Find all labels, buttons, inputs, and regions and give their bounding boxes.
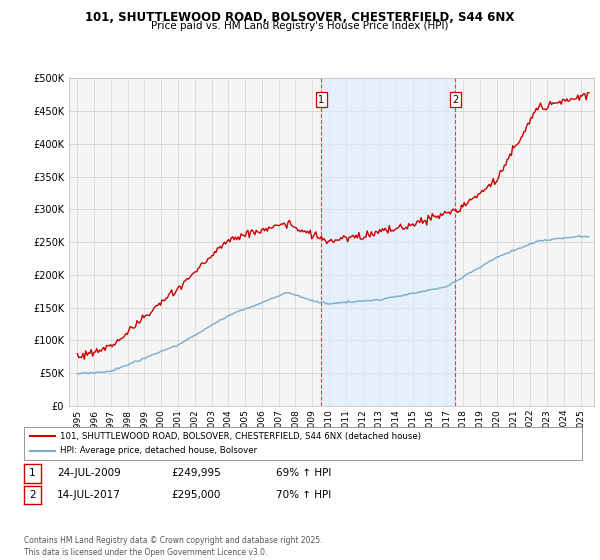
Text: Contains HM Land Registry data © Crown copyright and database right 2025.
This d: Contains HM Land Registry data © Crown c…	[24, 536, 323, 557]
Text: 101, SHUTTLEWOOD ROAD, BOLSOVER, CHESTERFIELD, S44 6NX: 101, SHUTTLEWOOD ROAD, BOLSOVER, CHESTER…	[85, 11, 515, 24]
Text: 1: 1	[29, 469, 36, 478]
Text: 2: 2	[29, 490, 36, 500]
Text: 1: 1	[319, 95, 325, 105]
Text: HPI: Average price, detached house, Bolsover: HPI: Average price, detached house, Bols…	[60, 446, 257, 455]
Text: £295,000: £295,000	[171, 490, 220, 500]
Text: 2: 2	[452, 95, 458, 105]
Text: 70% ↑ HPI: 70% ↑ HPI	[276, 490, 331, 500]
Bar	[322, 78, 455, 406]
Text: 24-JUL-2009: 24-JUL-2009	[57, 469, 121, 478]
Text: 14-JUL-2017: 14-JUL-2017	[57, 490, 121, 500]
Text: 101, SHUTTLEWOOD ROAD, BOLSOVER, CHESTERFIELD, S44 6NX (detached house): 101, SHUTTLEWOOD ROAD, BOLSOVER, CHESTER…	[60, 432, 421, 441]
Text: 69% ↑ HPI: 69% ↑ HPI	[276, 469, 331, 478]
Text: £249,995: £249,995	[171, 469, 221, 478]
Text: Price paid vs. HM Land Registry's House Price Index (HPI): Price paid vs. HM Land Registry's House …	[151, 21, 449, 31]
